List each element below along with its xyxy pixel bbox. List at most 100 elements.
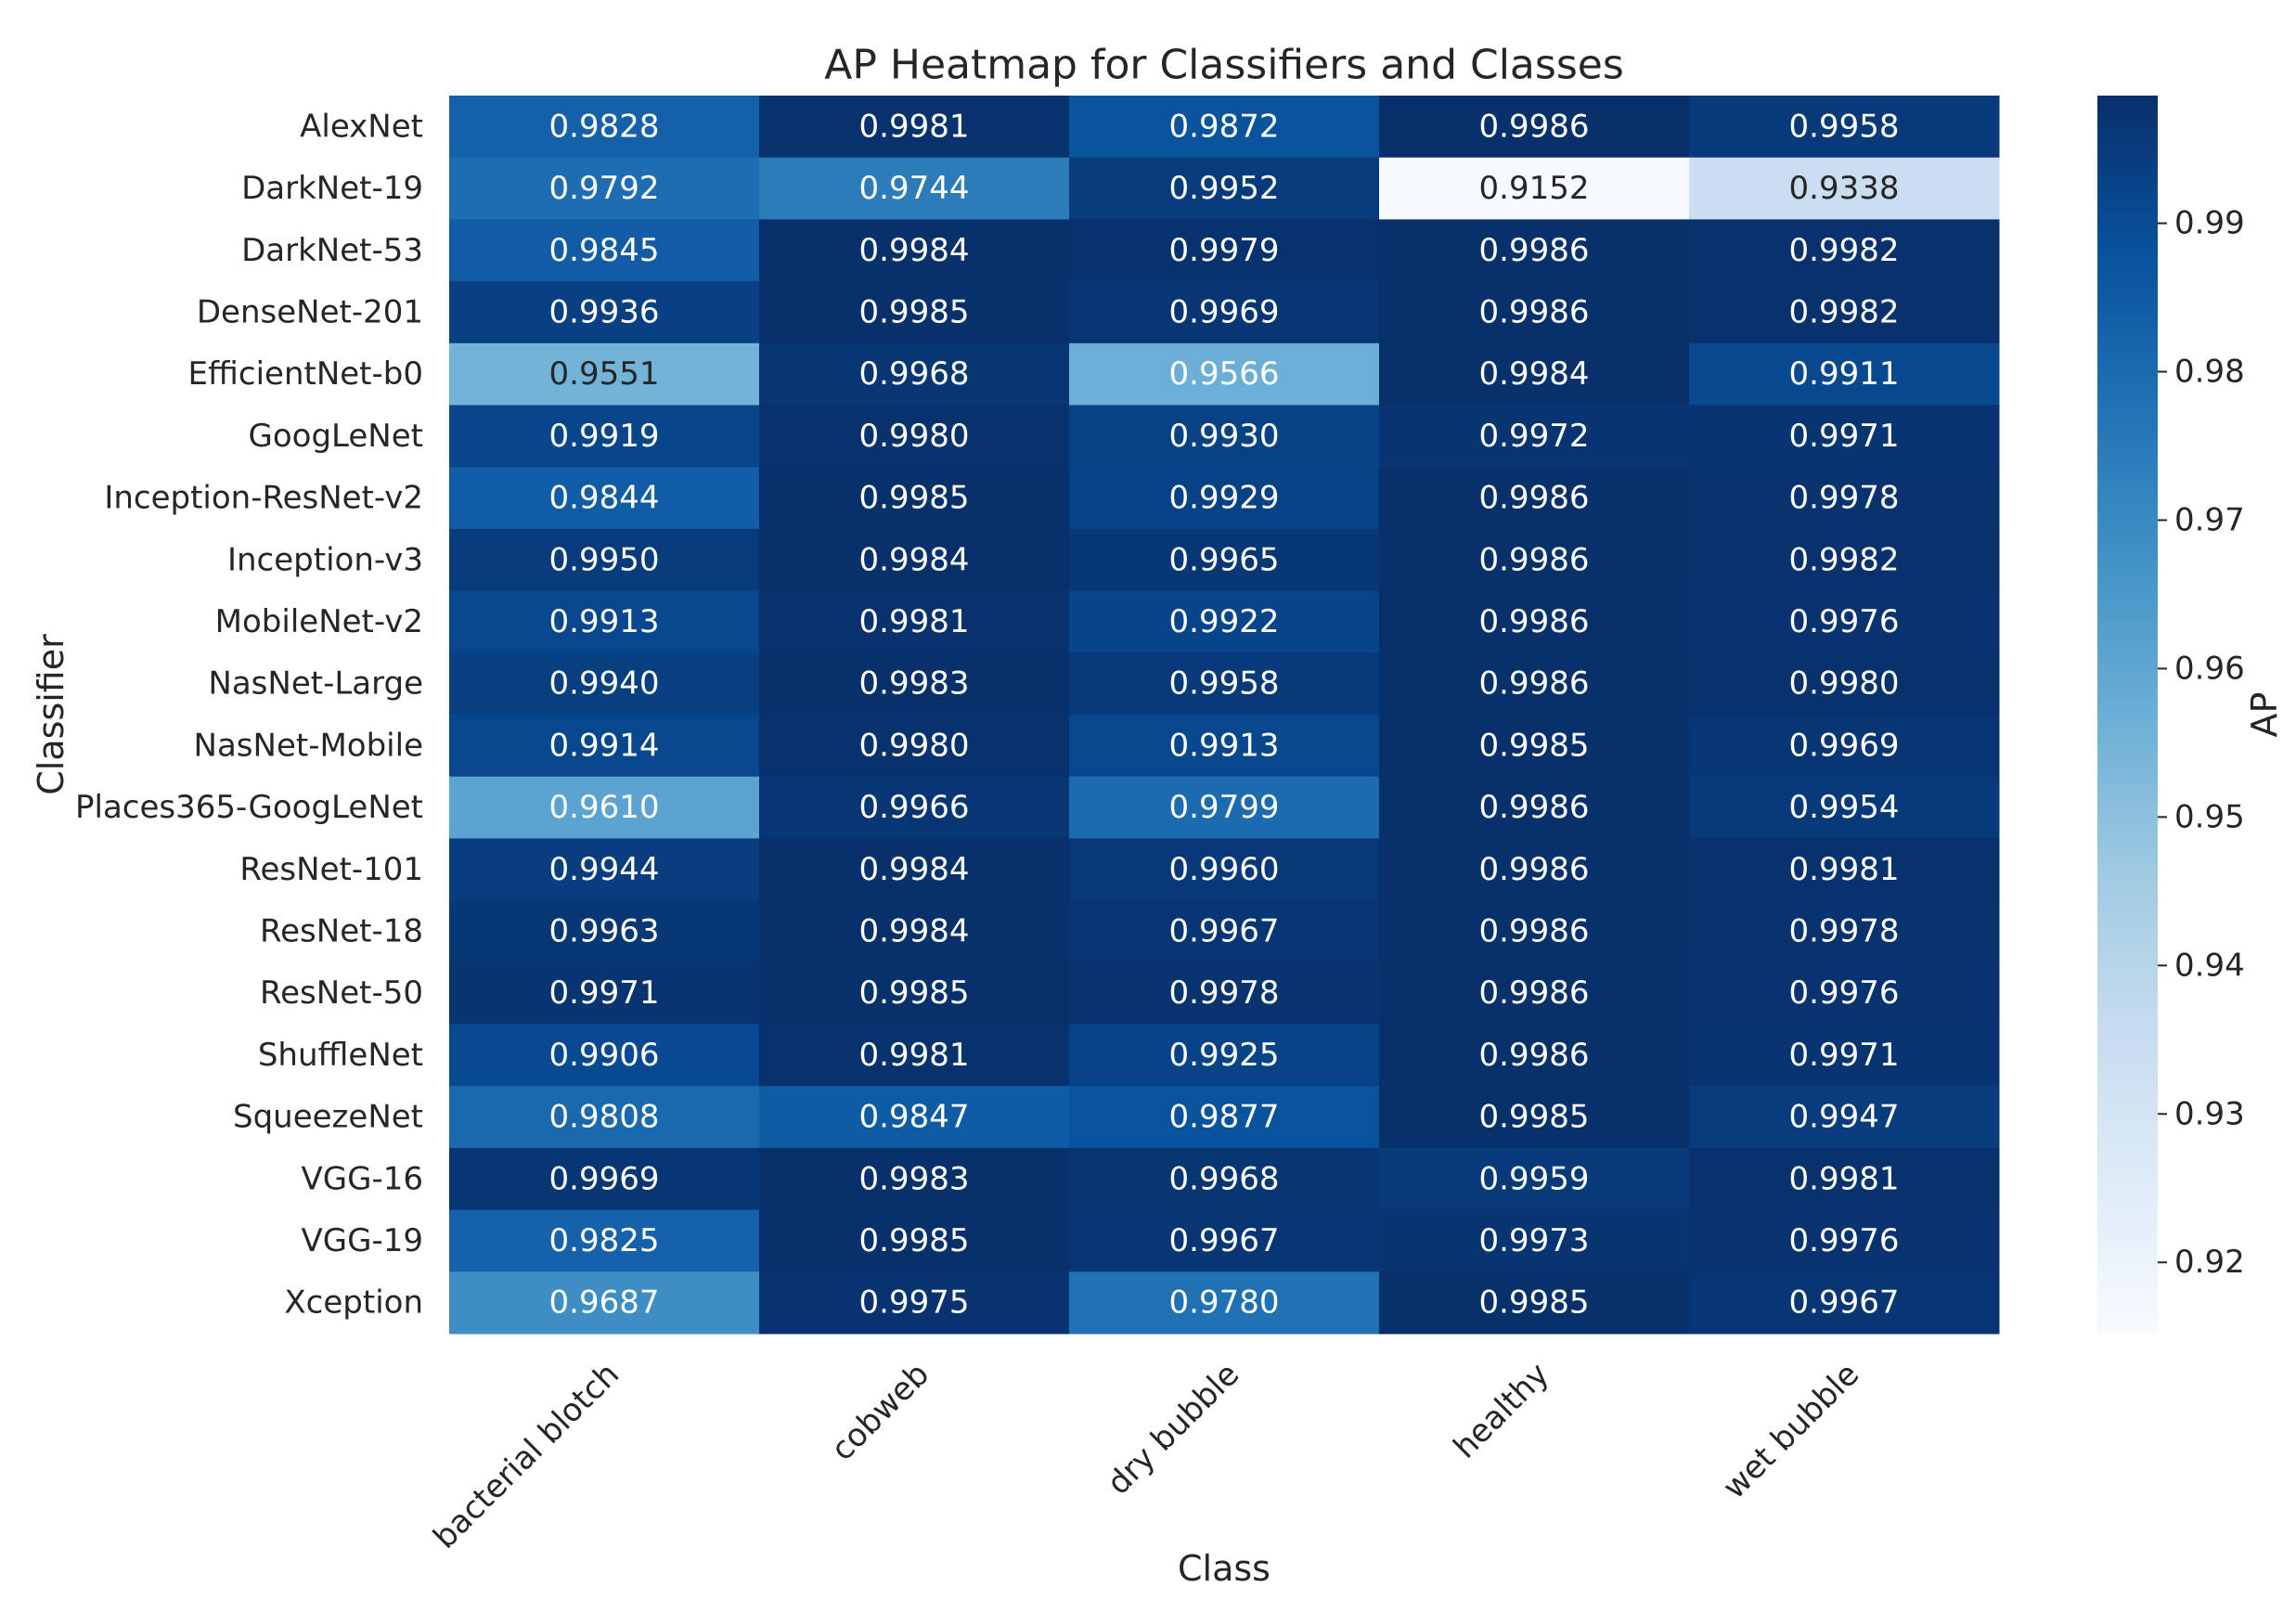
heatmap-cell xyxy=(759,219,1070,282)
cell-label: 0.9799 xyxy=(1169,789,1280,826)
heatmap-cell xyxy=(759,1024,1070,1087)
cell-label: 0.9969 xyxy=(1789,727,1900,764)
heatmap-cell xyxy=(1379,157,1690,220)
cell-label: 0.9978 xyxy=(1789,480,1900,517)
cell-label: 0.9985 xyxy=(1479,1284,1590,1322)
chart-title: AP Heatmap for Classifiers and Classes xyxy=(824,42,1624,89)
cell-label: 0.9986 xyxy=(1479,480,1590,517)
heatmap-cell xyxy=(1069,405,1380,468)
heatmap-cell xyxy=(449,900,760,963)
x-tick-label: bacterial blotch xyxy=(426,1356,626,1556)
cell-label: 0.9780 xyxy=(1169,1284,1280,1322)
cell-label: 0.9825 xyxy=(549,1222,660,1259)
cell-label: 0.9976 xyxy=(1789,603,1900,640)
heatmap-cell xyxy=(1069,590,1380,653)
colorbar-tick-label: 0.94 xyxy=(2174,947,2245,984)
heatmap-cell xyxy=(449,838,760,901)
heatmap-cell xyxy=(759,715,1070,778)
heatmap-cell xyxy=(759,1147,1070,1211)
cell-label: 0.9969 xyxy=(549,1160,660,1197)
cell-label: 0.9971 xyxy=(1789,418,1900,455)
x-tick-label: wet bubble xyxy=(1716,1356,1866,1506)
heatmap-cell xyxy=(1069,342,1380,406)
cell-label: 0.9981 xyxy=(859,603,970,640)
cell-label: 0.9936 xyxy=(549,293,660,330)
heatmap-cell xyxy=(1379,96,1690,159)
x-tick-label: healthy xyxy=(1447,1356,1557,1466)
cell-label: 0.9986 xyxy=(1479,603,1590,640)
heatmap-cell xyxy=(759,157,1070,220)
heatmap-cell xyxy=(759,652,1070,716)
heatmap-cell xyxy=(1069,838,1380,901)
heatmap-cell xyxy=(759,961,1070,1025)
heatmap-cell xyxy=(449,96,760,159)
cell-label: 0.9954 xyxy=(1789,789,1900,826)
cell-label: 0.9965 xyxy=(1169,541,1280,578)
cell-label: 0.9976 xyxy=(1789,1222,1900,1259)
heatmap-cell xyxy=(759,590,1070,653)
cell-label: 0.9983 xyxy=(859,1160,970,1197)
heatmap-cell xyxy=(1069,219,1380,282)
heatmap-cell xyxy=(1379,528,1690,592)
heatmap-cell xyxy=(1689,157,2000,220)
cell-label: 0.9922 xyxy=(1169,603,1280,640)
heatmap-cell xyxy=(1379,405,1690,468)
cell-label: 0.9952 xyxy=(1169,170,1280,207)
cell-label: 0.9906 xyxy=(549,1037,660,1074)
cell-label: 0.9979 xyxy=(1169,232,1280,269)
cell-label: 0.9986 xyxy=(1479,851,1590,888)
heatmap-cell xyxy=(1069,467,1380,530)
heatmap-cell xyxy=(1379,1024,1690,1087)
y-tick-label: DarkNet-53 xyxy=(241,232,423,269)
cell-label: 0.9984 xyxy=(859,541,970,578)
heatmap-cell xyxy=(449,590,760,653)
cell-label: 0.9872 xyxy=(1169,108,1280,145)
heatmap-cell xyxy=(1689,1209,2000,1272)
heatmap-cell xyxy=(1689,1024,2000,1087)
heatmap-cell xyxy=(1689,961,2000,1025)
cell-label: 0.9971 xyxy=(549,974,660,1012)
heatmap-cell xyxy=(1689,776,2000,839)
heatmap-cell xyxy=(759,528,1070,592)
cell-label: 0.9958 xyxy=(1789,108,1900,145)
heatmap-cell xyxy=(449,961,760,1025)
cell-label: 0.9971 xyxy=(1789,1037,1900,1074)
heatmap-cell xyxy=(1689,219,2000,282)
heatmap-cell xyxy=(759,1271,1070,1335)
heatmap-cell xyxy=(1379,1147,1690,1211)
heatmap-cell xyxy=(1379,900,1690,963)
x-tick-label: dry bubble xyxy=(1100,1356,1246,1503)
heatmap-cell xyxy=(1069,1209,1380,1272)
cell-label: 0.9968 xyxy=(859,355,970,393)
heatmap-cell xyxy=(449,1209,760,1272)
cell-label: 0.9986 xyxy=(1479,541,1590,578)
cell-label: 0.9984 xyxy=(859,232,970,269)
heatmap-cell xyxy=(1689,1086,2000,1149)
cell-label: 0.9963 xyxy=(549,912,660,949)
heatmap-cell xyxy=(1379,715,1690,778)
cell-label: 0.9914 xyxy=(549,727,660,764)
cell-label: 0.9744 xyxy=(859,170,970,207)
colorbar-tick-label: 0.92 xyxy=(2174,1244,2245,1281)
heatmap-cell xyxy=(759,342,1070,406)
heatmap-cell xyxy=(1069,900,1380,963)
y-tick-label: VGG-19 xyxy=(302,1222,423,1259)
heatmap-cell xyxy=(1689,715,2000,778)
cell-label: 0.9947 xyxy=(1789,1099,1900,1136)
cell-label: 0.9980 xyxy=(859,418,970,455)
y-axis-label: Classifier xyxy=(31,634,71,795)
cell-label: 0.9913 xyxy=(549,603,660,640)
cell-label: 0.9986 xyxy=(1479,665,1590,703)
heatmap-cell xyxy=(449,715,760,778)
heatmap-cell xyxy=(1069,961,1380,1025)
cell-label: 0.9984 xyxy=(859,912,970,949)
heatmap-cell xyxy=(1379,1086,1690,1149)
colorbar xyxy=(2097,96,2158,1334)
y-tick-label: EfficientNet-b0 xyxy=(188,355,423,393)
heatmap-cell xyxy=(1069,281,1380,344)
cell-label: 0.9566 xyxy=(1169,355,1280,393)
heatmap-cell xyxy=(449,219,760,282)
cell-label: 0.9978 xyxy=(1789,912,1900,949)
heatmap-cell xyxy=(759,96,1070,159)
